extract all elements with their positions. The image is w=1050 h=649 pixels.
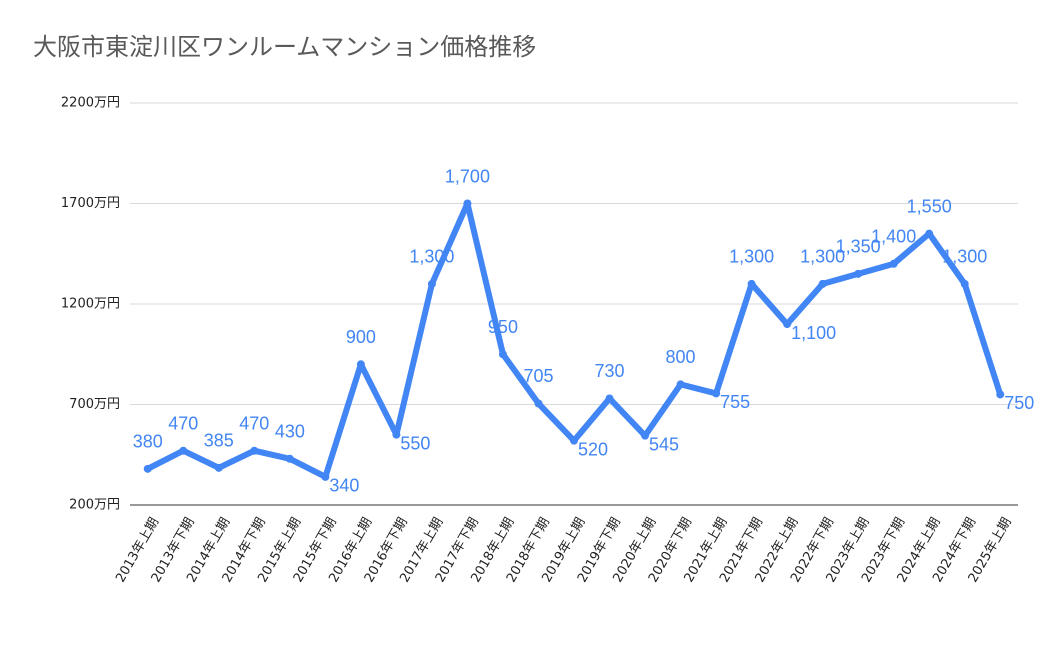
data-point bbox=[356, 360, 365, 369]
data-label: 380 bbox=[133, 432, 163, 452]
y-tick-label: 200万円 bbox=[69, 498, 120, 513]
data-point bbox=[463, 199, 472, 208]
data-point bbox=[534, 399, 543, 408]
data-label: 1,300 bbox=[942, 247, 987, 267]
y-tick-label: 2200万円 bbox=[61, 96, 120, 111]
data-point bbox=[285, 454, 294, 463]
data-point bbox=[996, 390, 1005, 399]
data-point bbox=[818, 279, 827, 288]
data-point bbox=[570, 436, 578, 445]
data-label: 520 bbox=[578, 439, 608, 459]
data-label: 800 bbox=[666, 347, 696, 367]
data-label: 550 bbox=[400, 433, 430, 453]
data-point bbox=[641, 431, 650, 440]
data-point bbox=[747, 279, 756, 288]
data-label: 470 bbox=[168, 413, 198, 433]
data-label: 950 bbox=[488, 317, 518, 337]
data-label: 340 bbox=[329, 476, 359, 496]
data-label: 1,300 bbox=[800, 247, 845, 267]
data-label: 750 bbox=[1004, 393, 1034, 413]
data-point bbox=[960, 279, 969, 288]
data-point bbox=[712, 389, 721, 398]
data-label: 1,550 bbox=[907, 196, 952, 216]
data-point bbox=[498, 350, 507, 359]
chart-title: 大阪市東淀川区ワンルームマンション価格推移 bbox=[33, 33, 536, 61]
data-label: 755 bbox=[720, 392, 750, 412]
data-point bbox=[250, 446, 259, 455]
data-label: 1,300 bbox=[409, 247, 454, 267]
data-point bbox=[321, 472, 330, 481]
y-tick-label: 700万円 bbox=[69, 397, 120, 412]
data-point bbox=[143, 464, 152, 473]
y-tick-label: 1700万円 bbox=[61, 196, 120, 211]
data-label: 1,400 bbox=[871, 227, 916, 247]
y-tick-label: 1200万円 bbox=[61, 297, 120, 312]
data-point bbox=[854, 269, 863, 278]
data-label: 430 bbox=[275, 422, 305, 442]
data-label: 1,700 bbox=[445, 166, 490, 186]
data-label: 545 bbox=[649, 434, 679, 454]
data-label: 1,300 bbox=[729, 247, 774, 267]
data-point bbox=[925, 229, 934, 238]
data-point bbox=[427, 279, 436, 288]
data-point bbox=[605, 394, 614, 403]
data-point bbox=[676, 380, 685, 389]
data-label: 470 bbox=[239, 413, 269, 433]
data-label: 730 bbox=[594, 361, 624, 381]
data-point bbox=[179, 446, 188, 455]
data-label: 705 bbox=[523, 366, 553, 386]
data-point bbox=[889, 259, 898, 268]
data-label: 900 bbox=[346, 327, 376, 347]
data-point bbox=[392, 430, 401, 439]
data-label: 1,100 bbox=[791, 323, 836, 343]
data-label: 385 bbox=[204, 431, 234, 451]
data-label: 1,350 bbox=[836, 237, 881, 257]
data-point bbox=[214, 463, 223, 472]
data-point bbox=[783, 320, 792, 329]
